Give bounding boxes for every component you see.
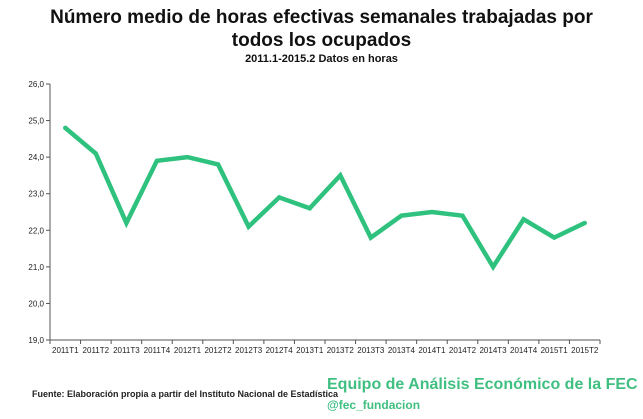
data-point <box>429 210 434 214</box>
data-point <box>185 155 190 160</box>
y-tick-label: 24,0 <box>28 153 44 162</box>
y-tick-label: 25,0 <box>28 117 44 126</box>
twitter-handle: @fec_fundacion <box>327 398 421 412</box>
data-point <box>491 264 496 269</box>
data-point <box>246 224 251 229</box>
data-point <box>338 173 343 178</box>
data-point <box>154 158 159 163</box>
data-point <box>277 195 282 200</box>
x-tick-label: 2015T1 <box>541 346 569 355</box>
x-tick-label: 2013T2 <box>327 346 355 355</box>
data-point <box>124 220 129 225</box>
x-tick-label: 2011T2 <box>83 346 110 355</box>
x-tick-label: 2014T2 <box>449 346 477 355</box>
x-tick-label: 2011T4 <box>144 346 171 355</box>
x-tick-label: 2014T3 <box>479 346 507 355</box>
y-tick-label: 22,0 <box>28 226 44 235</box>
chart-title-line-1: Número medio de horas efectivas semanale… <box>50 7 593 28</box>
x-tick-label: 2012T3 <box>235 346 263 355</box>
x-tick-label: 2011T3 <box>113 346 140 355</box>
y-tick-label: 21,0 <box>28 263 44 272</box>
x-tick-label: 2014T4 <box>510 346 538 355</box>
data-point <box>399 213 404 218</box>
y-tick-label: 26,0 <box>28 80 44 89</box>
data-point <box>460 213 465 218</box>
x-tick-label: 2012T4 <box>266 346 294 355</box>
y-tick-label: 20,0 <box>28 299 44 308</box>
data-point <box>582 220 587 225</box>
chart-title-line-2: todos los ocupados <box>231 30 412 51</box>
data-point <box>521 217 526 222</box>
data-point <box>552 235 557 240</box>
data-point <box>307 206 312 211</box>
data-point <box>63 125 68 130</box>
x-tick-label: 2013T3 <box>357 346 385 355</box>
source-note: Fuente: Elaboración propia a partir del … <box>32 389 339 399</box>
x-tick-label: 2012T2 <box>204 346 232 355</box>
data-point <box>93 151 98 156</box>
x-tick-label: 2011T1 <box>52 346 79 355</box>
x-tick-label: 2013T4 <box>388 346 416 355</box>
x-tick-label: 2012T1 <box>174 346 202 355</box>
x-tick-label: 2013T1 <box>296 346 324 355</box>
data-point <box>368 235 373 240</box>
chart-title: Número medio de horas efectivas semanale… <box>0 6 643 52</box>
series-line <box>63 125 587 272</box>
y-tick-label: 19,0 <box>28 336 44 345</box>
x-tick-label: 2014T1 <box>418 346 446 355</box>
y-tick-label: 23,0 <box>28 190 44 199</box>
brand-name: Equipo de Análisis Económico de la FEC <box>327 376 638 393</box>
x-tick-label: 2015T2 <box>571 346 599 355</box>
data-point <box>216 162 221 167</box>
chart-subtitle: 2011.1-2015.2 Datos en horas <box>245 53 398 65</box>
